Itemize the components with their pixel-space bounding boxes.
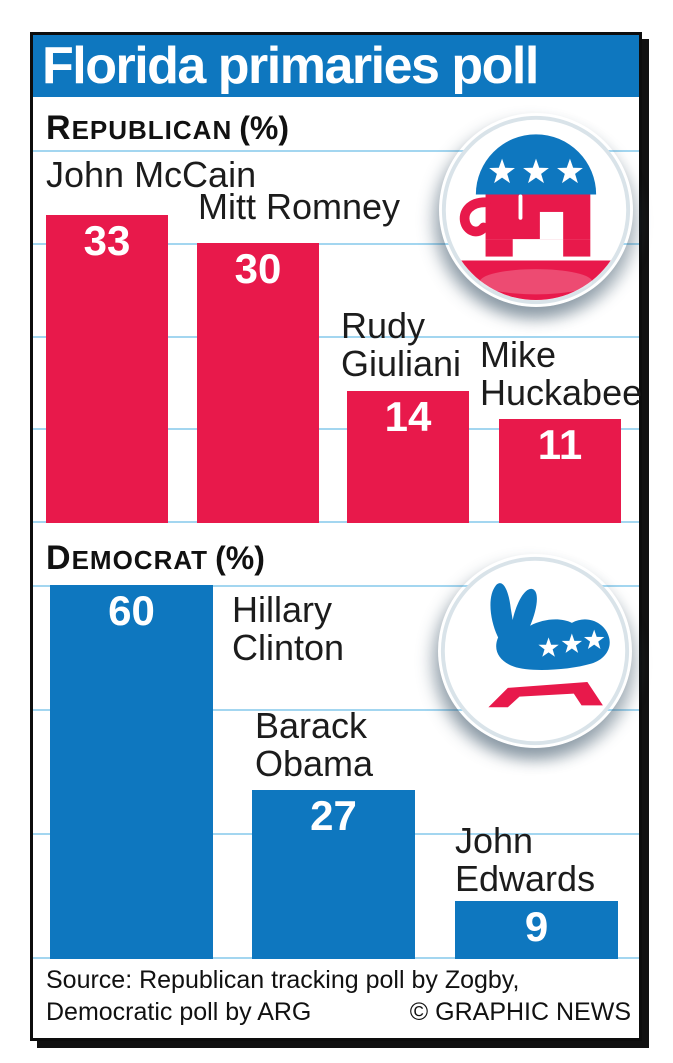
bar-value-john-edwards: 9 (524, 903, 549, 950)
gridline-dem-40 (33, 709, 639, 711)
bar-hillary-clinton: 60 (50, 585, 213, 959)
label-mitt-romney: Mitt Romney (198, 188, 400, 226)
bar-value-mitt-romney: 30 (234, 245, 282, 292)
republican-section-title-suffix: (%) (239, 110, 289, 146)
bar-john-edwards: 9 (455, 901, 618, 959)
bar-value-rudy-giuliani: 14 (384, 393, 432, 440)
bar-john-mccain: 33 (46, 215, 168, 523)
gridline-rep-20 (33, 336, 639, 338)
label-hillary-clinton: Hillary Clinton (232, 591, 344, 667)
label-mike-huckabee: Mike Huckabee (480, 336, 642, 412)
label-line: John McCain (46, 154, 257, 195)
label-rudy-giuliani: Rudy Giuliani (341, 307, 461, 383)
label-line: Edwards (455, 858, 596, 899)
gridline-rep-40 (33, 150, 639, 152)
republican-section-title-text: REPUBLICAN (46, 109, 233, 147)
label-line: Huckabee (480, 372, 643, 413)
democrat-section-title-suffix: (%) (215, 540, 265, 576)
label-line: Mitt Romney (198, 186, 401, 227)
title-bar: Florida primaries poll (33, 35, 639, 97)
bar-value-hillary-clinton: 60 (108, 587, 155, 634)
label-barack-obama: Barack Obama (255, 707, 373, 783)
bar-mike-huckabee: 11 (499, 419, 621, 523)
label-line: Clinton (232, 627, 345, 668)
democrat-section-title-text: DEMOCRAT (46, 539, 209, 577)
label-line: Giuliani (341, 343, 462, 384)
copyright-credit: © GRAPHIC NEWS (409, 998, 631, 1026)
bar-mitt-romney: 30 (197, 243, 319, 523)
democrat-badge (438, 554, 632, 748)
infographic-frame: Florida primaries poll REPUBLICAN (%) (30, 32, 642, 1041)
label-john-edwards: John Edwards (455, 822, 595, 898)
gridline-rep-10 (33, 428, 639, 430)
republican-section-title: REPUBLICAN (%) (46, 109, 289, 148)
label-line: Rudy (341, 305, 426, 346)
label-john-mccain: John McCain (46, 156, 256, 194)
source-line-1: Source: Republican tracking poll by Zogb… (46, 966, 520, 994)
source-line-2: Democratic poll by ARG © GRAPHIC NEWS (46, 996, 631, 1028)
label-line: John (455, 820, 534, 861)
page-title: Florida primaries poll (42, 37, 539, 95)
gridline-rep-30 (33, 243, 639, 245)
source-line-2-text: Democratic poll by ARG (46, 998, 312, 1026)
bar-value-barack-obama: 27 (310, 792, 357, 839)
label-line: Hillary (232, 589, 333, 630)
bar-barack-obama: 27 (252, 790, 415, 959)
bar-value-mike-huckabee: 11 (537, 421, 583, 468)
bar-value-john-mccain: 33 (83, 217, 131, 264)
source-note: Source: Republican tracking poll by Zogb… (46, 964, 631, 1028)
gridline-dem-60 (33, 585, 639, 587)
republican-badge (439, 113, 633, 307)
label-line: Mike (480, 334, 557, 375)
democrat-section-title: DEMOCRAT (%) (46, 539, 265, 578)
gridline-rep-0 (33, 521, 639, 523)
gop-elephant-icon (441, 115, 631, 305)
bar-rudy-giuliani: 14 (347, 391, 469, 523)
label-line: Obama (255, 743, 374, 784)
label-line: Barack (255, 705, 368, 746)
democrat-donkey-icon (440, 556, 630, 746)
infographic-content: Florida primaries poll REPUBLICAN (%) (33, 35, 642, 1038)
